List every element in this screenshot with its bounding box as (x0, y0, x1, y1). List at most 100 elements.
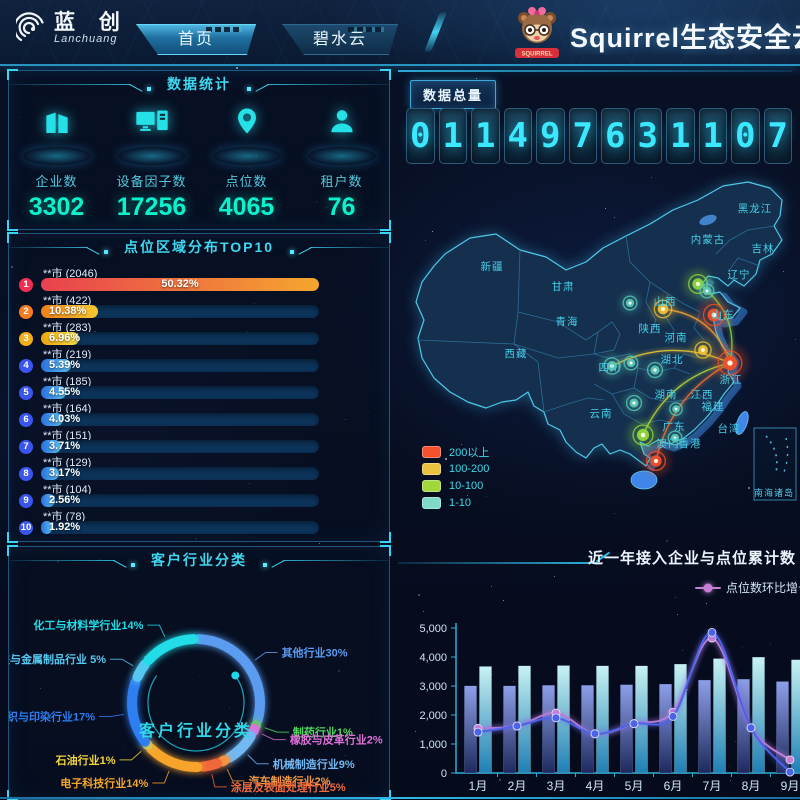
map-heat-marker[interactable] (697, 298, 731, 332)
bar-dark[interactable] (698, 679, 711, 774)
panel-corner-accent (380, 220, 391, 231)
top10-bar-track[interactable] (41, 440, 319, 453)
panel-corner-accent (7, 532, 18, 543)
bar-teal[interactable] (596, 665, 609, 774)
donut-segment[interactable] (224, 731, 256, 763)
counter-digit: 1 (471, 108, 500, 164)
line-data-point[interactable] (629, 719, 639, 729)
growth-legend-item[interactable]: 点位数环比增长率 (694, 579, 800, 596)
donut-segment[interactable] (197, 758, 222, 772)
map-heat-marker[interactable] (620, 352, 642, 374)
top10-bar-track[interactable] (41, 494, 319, 507)
map-heat-marker[interactable] (696, 280, 718, 302)
x-axis-month-label: 4月 (586, 779, 605, 793)
bar-dark[interactable] (776, 681, 789, 774)
province-label: 青海 (556, 315, 579, 328)
brand-name-cn: 蓝 创 (54, 11, 129, 34)
line-data-point[interactable] (668, 711, 678, 721)
map-heat-marker[interactable] (649, 295, 677, 323)
bar-teal[interactable] (752, 657, 765, 774)
top10-city-label: **市 (219) (43, 349, 92, 361)
line-data-point[interactable] (785, 755, 795, 765)
taiwan-island-shape[interactable] (733, 410, 751, 436)
x-axis-month-label: 1月 (469, 779, 488, 793)
stat-value: 76 (327, 193, 356, 221)
brand-logo: 蓝 创 Lanchuang (16, 12, 129, 46)
map-heat-marker[interactable] (666, 399, 686, 419)
top10-bar-track[interactable] (41, 278, 319, 291)
bar-teal[interactable] (635, 665, 648, 774)
map-legend-item[interactable]: 10-100 (422, 477, 489, 494)
industry-donut-chart: 其他行业30% 制药行业1% 橡胶与皮革行业2% 机械制造行业9% 汽车制造行业2% 涂层… (0, 573, 389, 800)
top10-bar-track[interactable] (41, 359, 319, 372)
map-legend-item[interactable]: 1-10 (422, 494, 489, 511)
tab-label: 碧水云 (312, 31, 367, 48)
hainan-island-shape[interactable] (630, 470, 658, 490)
donut-segment[interactable] (248, 724, 260, 737)
x-axis-month-label: 2月 (508, 779, 527, 793)
bar-teal[interactable] (479, 666, 492, 774)
page-bottom-border (0, 797, 800, 799)
line-data-point[interactable] (590, 729, 600, 739)
tab-home[interactable]: 首页 (136, 24, 256, 55)
top10-bar-track[interactable] (41, 467, 319, 480)
line-data-point[interactable] (473, 727, 483, 737)
counter-digit: 6 (601, 108, 630, 164)
bar-teal[interactable] (791, 659, 800, 774)
bar-dark[interactable] (542, 685, 555, 774)
map-heat-marker[interactable] (627, 419, 659, 451)
map-heat-marker[interactable] (622, 391, 646, 415)
legend-swatch (422, 496, 441, 509)
donut-segment[interactable] (217, 755, 230, 767)
legend-swatch (422, 462, 441, 475)
map-legend-item[interactable]: 100-200 (422, 460, 489, 477)
legend-label: 点位数环比增长率 (725, 581, 800, 595)
bar-teal[interactable] (713, 658, 726, 774)
map-heat-marker[interactable] (690, 337, 716, 363)
province-label: 黑龙江 (738, 202, 773, 215)
top10-bar-track[interactable] (41, 332, 319, 345)
header-bar: 蓝 创 Lanchuang 首页 碧水云 SQUIRREL Squirre (0, 0, 800, 66)
donut-segment-label: 机械制造行业9% (273, 757, 355, 771)
map-heat-marker[interactable] (619, 292, 641, 314)
donut-segment[interactable] (127, 677, 150, 747)
province-label: 台湾 (718, 422, 741, 435)
map-heat-marker[interactable] (711, 344, 749, 382)
top10-bar-track[interactable] (41, 305, 319, 318)
donut-label-leader (261, 733, 286, 741)
top10-percent-label: 4.55% (49, 386, 81, 398)
donut-segment-label: 化工与材料学行业14% (33, 618, 143, 632)
legend-swatch (422, 445, 441, 458)
map-heat-marker[interactable] (641, 446, 671, 476)
top10-bar-track[interactable] (41, 521, 319, 534)
donut-label-leader (254, 651, 278, 661)
donut-segment[interactable] (132, 659, 150, 682)
donut-segment[interactable] (146, 743, 203, 772)
bar-dark[interactable] (503, 685, 516, 774)
bar-dark[interactable] (659, 684, 672, 774)
line-data-point[interactable] (785, 767, 795, 777)
x-axis-month-label: 7月 (703, 779, 722, 793)
china-mainland-shape[interactable] (415, 181, 783, 467)
donut-segment[interactable] (193, 634, 265, 726)
title-line-left (9, 559, 115, 561)
map-heat-marker[interactable] (599, 353, 625, 379)
counter-digit: 7 (763, 108, 792, 164)
stat-item: 点位数 4065 (199, 101, 294, 222)
map-heat-marker[interactable] (643, 358, 667, 382)
donut-segment[interactable] (143, 634, 199, 666)
line-data-point[interactable] (551, 713, 561, 723)
province-label: 湖南 (655, 388, 678, 401)
map-heat-marker[interactable] (664, 427, 686, 449)
bar-teal[interactable] (518, 665, 531, 774)
line-data-point[interactable] (707, 628, 717, 637)
map-legend-item[interactable]: 200以上 (422, 443, 489, 460)
line-data-point[interactable] (746, 723, 756, 733)
top10-bar-list: **市 (2046) 1 50.32% **市 (422) 2 10.38% **市 (28… (9, 265, 389, 535)
top10-bar-track[interactable] (41, 413, 319, 426)
line-data-point[interactable] (512, 721, 522, 731)
top10-bar-track[interactable] (41, 386, 319, 399)
top10-row: **市 (164) 6 4.03% (9, 400, 389, 427)
tab-bishuicloud[interactable]: 碧水云 (282, 24, 398, 55)
bar-dark[interactable] (620, 684, 633, 774)
